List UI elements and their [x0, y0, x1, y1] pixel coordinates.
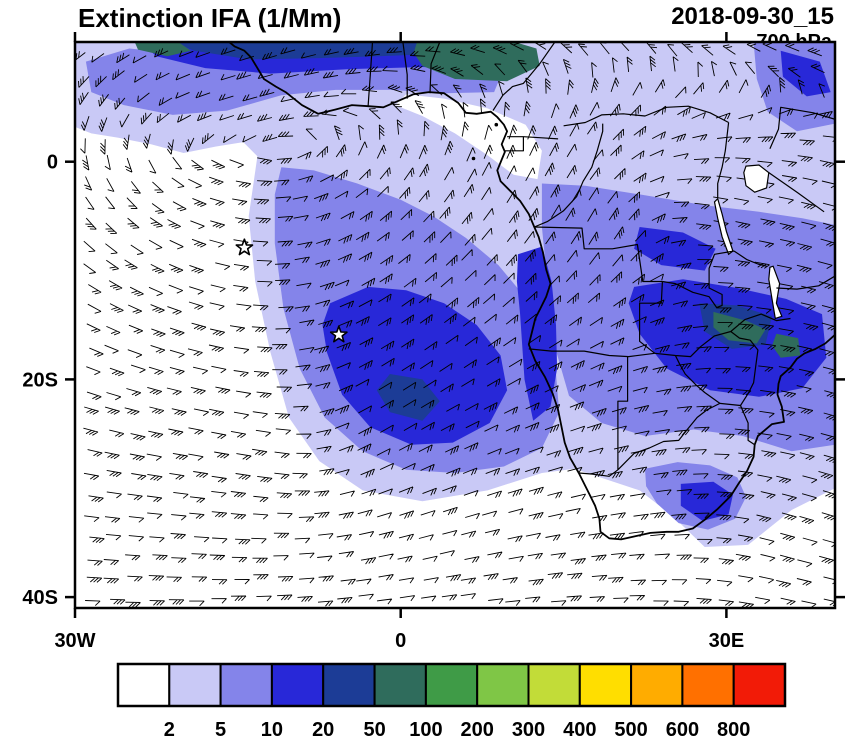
- colorbar-label: 100: [409, 719, 442, 741]
- colorbar-label: 2: [164, 719, 175, 741]
- colorbar-frame: [116, 662, 787, 708]
- colorbar-label: 50: [363, 719, 385, 741]
- x-tick-label: 30W: [54, 630, 95, 652]
- contour-region: [713, 311, 766, 344]
- contour-fill-layer: [75, 42, 835, 547]
- contour-region: [395, 94, 542, 180]
- contour-region: [322, 286, 508, 445]
- island-dot: [471, 156, 476, 161]
- colorbar-box: [630, 663, 684, 707]
- colorbar-label: 500: [614, 719, 647, 741]
- contour-region: [680, 481, 733, 521]
- colorbar-box: [373, 663, 427, 707]
- coastline: [228, 42, 835, 541]
- contour-region: [134, 42, 192, 57]
- x-tick-label: 0: [395, 630, 406, 652]
- contour-region: [376, 374, 440, 421]
- colorbar-label: 20: [312, 719, 334, 741]
- colorbar-box: [424, 663, 479, 707]
- x-axis-labels: 30W 0 30E: [54, 630, 744, 652]
- colorbar-box: [732, 663, 787, 707]
- colorbar-box: [270, 663, 325, 707]
- island-dot: [494, 122, 499, 127]
- colorbar-box: [219, 663, 273, 707]
- colorbar-box: [168, 663, 222, 707]
- contour-region: [772, 333, 801, 358]
- star-marker: [329, 325, 348, 343]
- colorbar-box: [476, 663, 530, 707]
- colorbar-box: [117, 663, 171, 707]
- contour-region: [780, 50, 831, 97]
- colorbar-label: 200: [461, 719, 494, 741]
- map-frame: [73, 40, 837, 610]
- colorbar-label: 800: [717, 719, 750, 741]
- colorbar-label: 400: [563, 719, 596, 741]
- lakes-layer: [713, 164, 783, 320]
- star-marker: [235, 238, 254, 256]
- country-borders-layer: [367, 42, 835, 477]
- colorbar-label: 300: [512, 719, 545, 741]
- plot-title: Extinction IFA (1/Mm): [78, 3, 342, 33]
- colorbar-box: [578, 663, 633, 707]
- colorbar-box: [322, 663, 376, 707]
- axis-ticks: [65, 32, 845, 618]
- colorbar-label: 5: [215, 719, 226, 741]
- plot-datetime: 2018-09-30_15: [671, 3, 834, 30]
- colorbar-box: [681, 663, 735, 707]
- colorbar: 2 5 10 20 50 100 200 300 400 500 600 800: [116, 662, 787, 741]
- colorbar-label: 600: [666, 719, 699, 741]
- wind-barb-layer: [75, 42, 835, 608]
- colorbar-label: 10: [261, 719, 283, 741]
- contour-region: [413, 42, 540, 82]
- x-tick-label: 30E: [709, 630, 745, 652]
- y-tick-label: 40S: [22, 587, 58, 609]
- contour-region: [516, 246, 558, 421]
- y-tick-label: 20S: [22, 369, 58, 391]
- colorbar-box: [527, 663, 581, 707]
- contour-region: [634, 227, 716, 271]
- y-tick-label: 0: [47, 152, 58, 174]
- y-axis-labels: 0 20S 40S: [22, 152, 58, 609]
